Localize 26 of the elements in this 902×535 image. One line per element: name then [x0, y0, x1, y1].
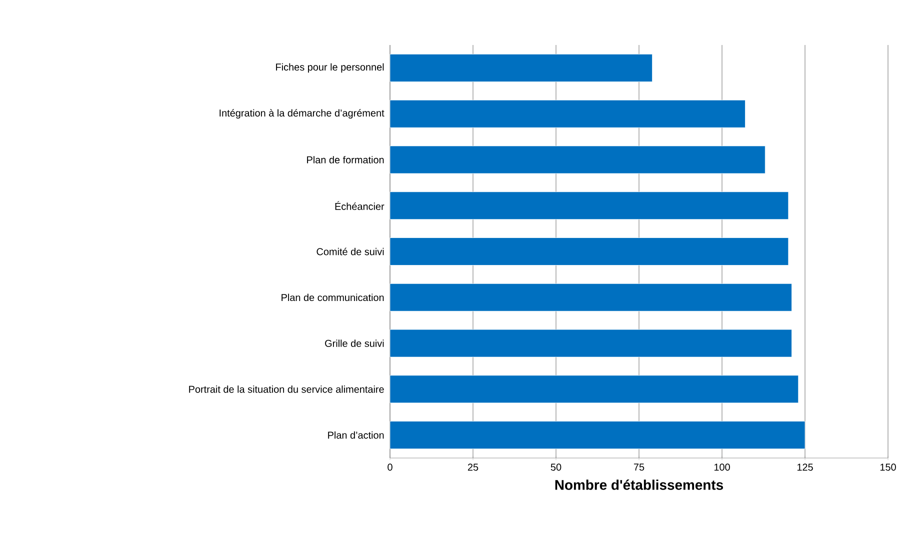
y-tick-label: Intégration à la démarche d’agrément: [220, 109, 384, 119]
x-tick-label: 25: [468, 464, 478, 471]
x-tick-label: 125: [797, 464, 813, 471]
y-tick-label: Plan d’action: [328, 431, 384, 439]
bar: [390, 421, 806, 450]
y-tick-label: Plan de formation: [307, 156, 384, 164]
bar: [390, 54, 652, 82]
bar: [390, 329, 792, 358]
x-tick-label: 100: [714, 464, 730, 471]
y-tick-label: Plan de communication: [282, 294, 384, 302]
y-tick-label: Comité de suivi: [316, 248, 384, 256]
x-tick-label: 50: [550, 464, 562, 471]
y-tick-label: Portrait de la situation du service alimentaire: [189, 386, 384, 393]
x-axis-title: Nombre d'établissements: [555, 480, 724, 490]
bar: [390, 100, 746, 128]
x-tick-label: 150: [880, 464, 896, 471]
bar: [390, 238, 789, 266]
x-tick-label: 0: [388, 464, 392, 471]
y-tick-label: Fiches pour le personnel: [276, 63, 384, 73]
bar: [390, 375, 799, 404]
bar: [390, 146, 766, 174]
y-tick-label: Grille de suivi: [325, 340, 384, 347]
bar: [390, 283, 792, 312]
x-tick-label: 75: [634, 464, 644, 471]
y-tick-label: Échéancier: [335, 201, 384, 210]
bar: [390, 192, 789, 220]
